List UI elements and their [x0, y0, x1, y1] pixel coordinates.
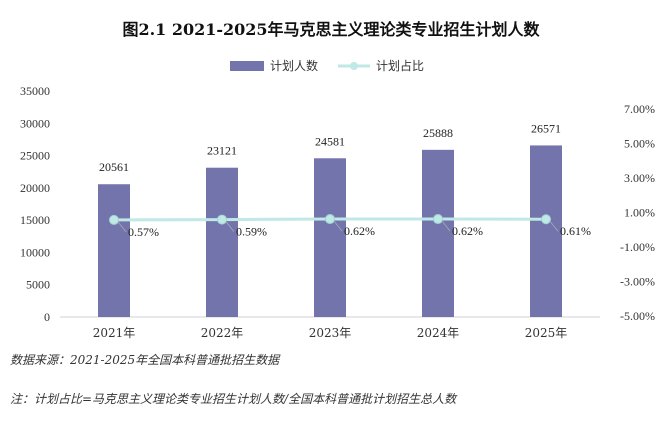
left-axis-ticks: 0 5000 10000 15000 20000 25000 30000 35000: [20, 84, 50, 324]
line-series: 0.57% 0.59% 0.62% 0.62% 0.61%: [109, 214, 591, 239]
ratio-value-label: 0.61%: [560, 224, 591, 238]
right-tick-label: -3.00%: [620, 275, 655, 289]
ratio-label-leader: [225, 221, 235, 232]
category-label: 2025年: [525, 326, 568, 340]
legend: 计划人数 计划占比: [230, 58, 424, 73]
right-axis-ticks: -5.00% -3.00% -1.00% 1.00% 3.00% 5.00% 7.00%: [620, 102, 655, 323]
ratio-label-leader: [441, 220, 451, 232]
chart-title: 图2.1 2021-2025年马克思主义理论类专业招生计划人数: [122, 20, 540, 39]
ratio-point: [109, 214, 119, 225]
right-tick-label: 7.00%: [624, 102, 655, 116]
ratio-point: [217, 214, 227, 225]
bar-value-label: 20561: [99, 160, 129, 174]
right-tick-label: -5.00%: [620, 309, 655, 323]
right-tick-label: 5.00%: [624, 137, 655, 151]
ratio-value-label: 0.57%: [128, 225, 159, 239]
bar: [422, 149, 454, 317]
ratio-value-label: 0.59%: [236, 225, 267, 239]
left-tick-label: 20000: [20, 181, 50, 195]
ratio-point: [325, 214, 335, 225]
bar-value-label: 26571: [531, 121, 561, 135]
ratio-label-leader: [333, 220, 343, 232]
left-tick-label: 5000: [26, 278, 50, 292]
bar: [98, 184, 130, 317]
legend-label-bar: 计划人数: [270, 58, 318, 73]
category-label: 2022年: [201, 326, 244, 340]
bar-value-label: 24581: [315, 134, 345, 148]
bar: [206, 167, 238, 317]
right-tick-label: 1.00%: [624, 206, 655, 220]
legend-swatch-marker: [350, 62, 358, 70]
bar-value-label: 23121: [207, 144, 237, 158]
left-tick-label: 30000: [20, 116, 50, 130]
left-tick-label: 25000: [20, 149, 50, 163]
category-label: 2021年: [93, 326, 136, 340]
legend-label-line: 计划占比: [376, 58, 424, 73]
bar-data-labels: 20561 23121 24581 25888 26571: [99, 121, 561, 174]
definition-note: 注：计划占比=马克思主义理论类专业招生计划人数/全国本科普通批计划招生总人数: [10, 392, 457, 406]
ratio-point: [433, 214, 443, 225]
bar-series: [98, 145, 562, 317]
category-label: 2023年: [309, 326, 352, 340]
ratio-value-label: 0.62%: [452, 224, 483, 238]
category-labels: 2021年 2022年 2023年 2024年 2025年: [93, 326, 568, 340]
left-tick-label: 10000: [20, 245, 50, 259]
ratio-point: [541, 214, 551, 225]
left-tick-label: 15000: [20, 213, 50, 227]
left-tick-label: 35000: [20, 84, 50, 98]
ratio-value-label: 0.62%: [344, 224, 375, 238]
category-label: 2024年: [417, 326, 460, 340]
left-tick-label: 0: [44, 310, 50, 324]
legend-swatch-bar: [230, 61, 264, 71]
ratio-label-leader: [549, 220, 559, 232]
bar: [314, 158, 346, 317]
bar: [530, 145, 562, 317]
source-note: 数据来源：2021-2025年全国本科普通批招生数据: [10, 353, 280, 367]
right-tick-label: 3.00%: [624, 171, 655, 185]
right-tick-label: -1.00%: [620, 240, 655, 254]
bar-value-label: 25888: [423, 126, 453, 140]
ratio-label-leader: [117, 221, 127, 233]
